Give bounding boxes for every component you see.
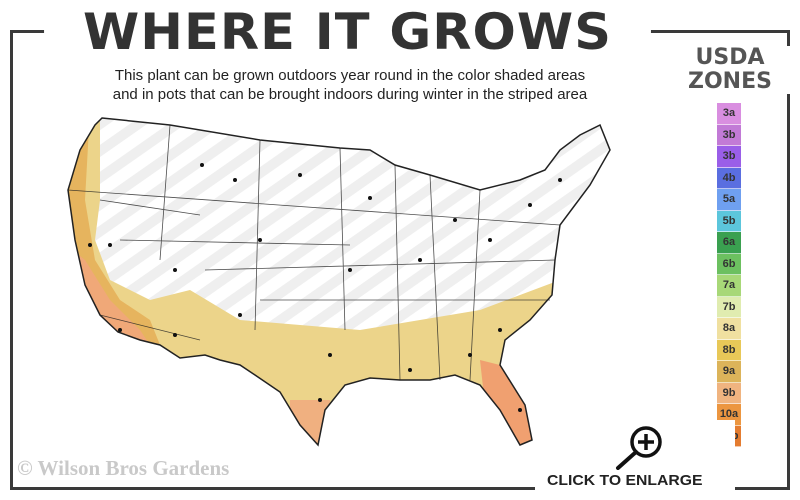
zone-legend: 3a3b3b4b5a5b6a6b7a7b8a8b9a9b10a10b (717, 103, 741, 447)
legend-zone-9b: 9b (717, 382, 741, 404)
legend-title-line-1: USDA (695, 45, 765, 70)
page-title: WHERE IT GROWS (44, 0, 651, 64)
legend-zone-6b: 6b (717, 253, 741, 275)
legend-title-line-2: ZONES (688, 69, 772, 94)
click-to-enlarge-label: CLICK TO ENLARGE (547, 472, 703, 489)
legend-zone-9a: 9a (717, 361, 741, 383)
legend-title: USDA ZONES (668, 46, 792, 94)
legend-zone-6a: 6a (717, 232, 741, 254)
legend-zone-7b: 7b (717, 296, 741, 318)
legend-zone-3a: 3a (717, 103, 741, 125)
legend-zone-3b: 3b (717, 146, 741, 168)
subtitle-line-1: This plant can be grown outdoors year ro… (114, 67, 586, 84)
legend-zone-4b: 4b (717, 167, 741, 189)
legend-zone-7a: 7a (717, 275, 741, 297)
legend-zone-5b: 5b (717, 210, 741, 232)
magnifier-plus-icon (616, 426, 662, 470)
click-to-enlarge-button[interactable]: CLICK TO ENLARGE (535, 420, 735, 500)
legend-zone-8b: 8b (717, 339, 741, 361)
watermark: © Wilson Bros Gardens (17, 456, 230, 480)
legend-zone-5a: 5a (717, 189, 741, 211)
legend-zone-3b: 3b (717, 124, 741, 146)
legend-zone-8a: 8a (717, 318, 741, 340)
subtitle-line-2: and in pots that can be brought indoors … (112, 86, 588, 103)
subtitle: This plant can be grown outdoors year ro… (40, 66, 660, 104)
